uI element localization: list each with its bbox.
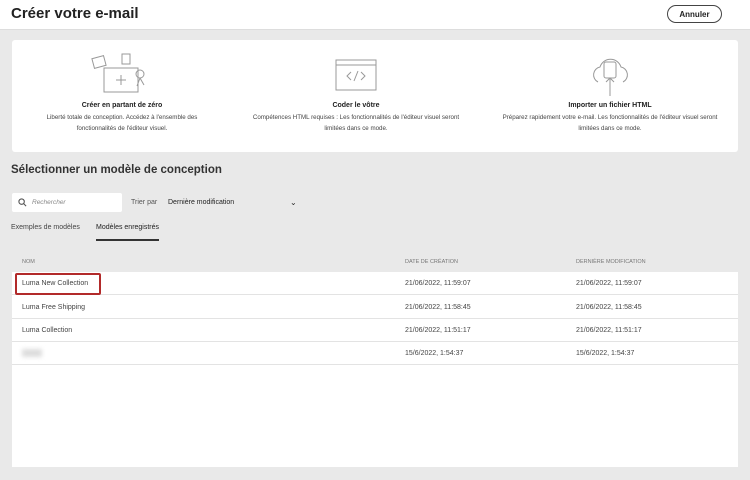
option-description: limitées dans ce mode. [324,125,388,132]
modified-date: 21/06/2022, 11:58:45 [576,304,642,311]
option-import-html[interactable]: Importer un fichier HTML Préparez rapide… [492,40,728,134]
creation-options-card: Créer en partant de zéro Liberté totale … [12,40,738,152]
cancel-button[interactable]: Annuler [667,5,722,23]
modified-date: 21/06/2022, 11:59:07 [576,280,642,287]
template-name[interactable]: Luma Free Shipping [22,304,86,311]
option-from-scratch[interactable]: Créer en partant de zéro Liberté totale … [12,40,232,134]
option-description: Liberté totale de conception. Accédez à … [46,114,198,121]
template-name[interactable]: Luma New Collection [22,280,89,287]
code-window-icon [335,59,377,91]
table-row[interactable]: 15/6/2022, 1:54:37 15/6/2022, 1:54:37 [12,342,738,365]
sort-label: Trier par [131,199,158,206]
tab-saved-templates[interactable]: Modèles enregistrés [96,224,160,241]
column-header-created[interactable]: Date de création [405,259,458,265]
created-date: 21/06/2022, 11:59:07 [405,280,471,287]
sort-dropdown[interactable]: Dernière modification [168,199,235,206]
cloud-upload-icon [593,58,628,96]
page-title: Créer votre e-mail [11,5,139,22]
table-row[interactable]: Luma Free Shipping 21/06/2022, 11:58:45 … [12,296,738,319]
header: Créer votre e-mail Annuler [0,0,750,30]
created-date: 21/06/2022, 11:58:45 [405,304,471,311]
search-input[interactable]: Rechercher [12,193,122,212]
option-description: fonctionnalités de l'éditeur visuel. [76,125,168,132]
search-placeholder: Rechercher [32,199,66,206]
blank-canvas-icon [91,53,145,93]
modified-date: 15/6/2022, 1:54:37 [576,350,635,357]
search-icon [18,198,27,207]
option-description: limitées dans ce mode. [578,125,642,132]
chevron-down-icon[interactable]: ⌄ [290,198,297,207]
option-description: Compétences HTML requises : Les fonction… [252,114,460,121]
option-title: Importer un fichier HTML [568,102,652,109]
option-title: Coder le vôtre [332,102,380,109]
column-header-modified[interactable]: Dernière modification [576,259,646,265]
section-title: Sélectionner un modèle de conception [11,164,222,176]
option-description: Préparez rapidement votre e-mail. Les fo… [502,114,718,121]
created-date: 21/06/2022, 11:51:17 [405,327,471,334]
option-code-your-own[interactable]: Coder le vôtre Compétences HTML requises… [246,40,466,134]
modified-date: 21/06/2022, 11:51:17 [576,327,642,334]
tab-example-templates[interactable]: Exemples de modèles [11,224,80,231]
created-date: 15/6/2022, 1:54:37 [405,350,464,357]
column-header-name[interactable]: Nom [22,259,35,265]
table-row[interactable]: Luma New Collection 21/06/2022, 11:59:07… [12,272,738,295]
table-row[interactable]: Luma Collection 21/06/2022, 11:51:17 21/… [12,319,738,342]
template-name[interactable]: Luma Collection [22,327,73,334]
blurred-template-name [22,349,42,357]
templates-table: Luma New Collection 21/06/2022, 11:59:07… [12,272,738,467]
option-title: Créer en partant de zéro [81,102,163,109]
selection-highlight [15,273,101,295]
